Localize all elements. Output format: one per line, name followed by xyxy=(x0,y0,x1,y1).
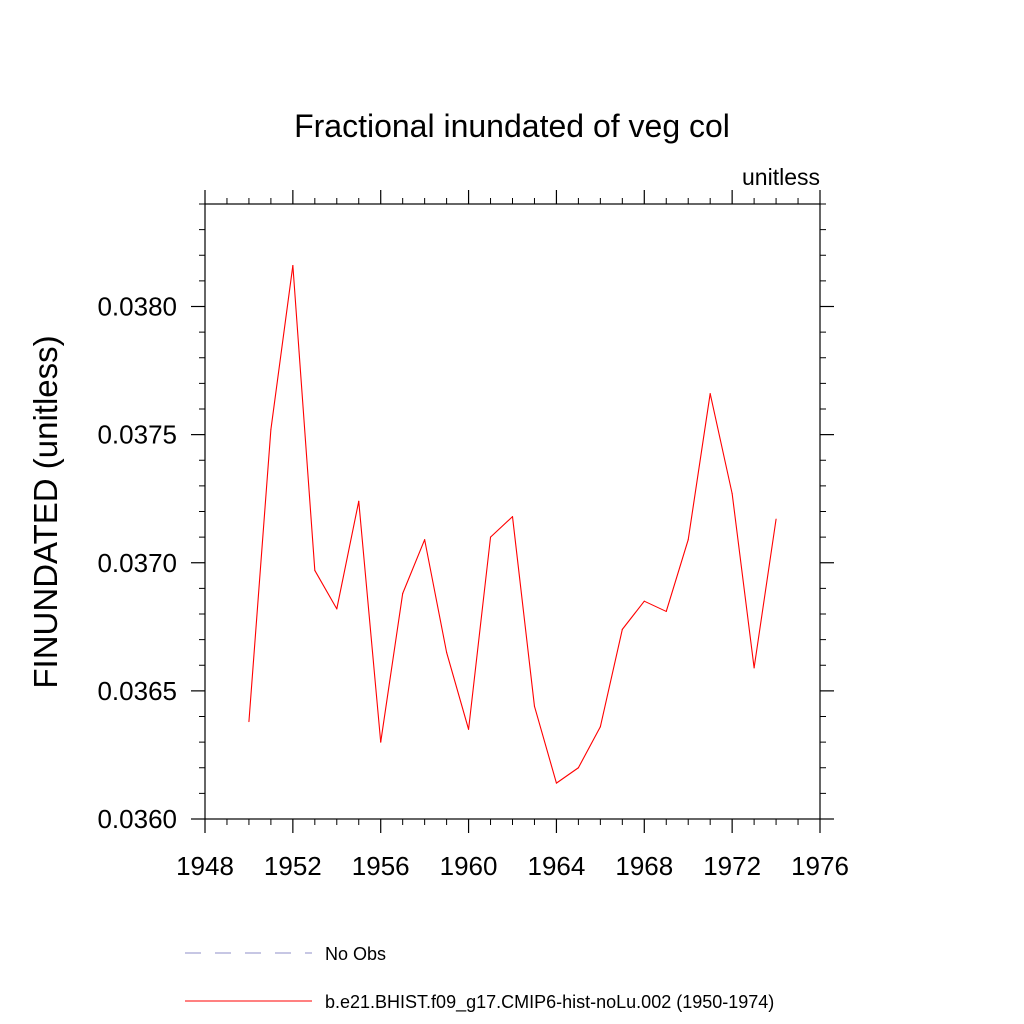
y-tick-label: 0.0360 xyxy=(97,804,177,834)
units-label: unitless xyxy=(742,164,820,190)
series-line-segment xyxy=(248,428,272,723)
series-line-segment xyxy=(687,393,711,541)
legend-label-no-obs: No Obs xyxy=(325,944,386,964)
x-tick-label: 1960 xyxy=(440,851,498,881)
x-tick-label: 1956 xyxy=(352,851,410,881)
x-tick-label: 1976 xyxy=(791,851,849,881)
y-tick-label: 0.0375 xyxy=(97,420,177,450)
series-line-segment xyxy=(358,500,382,743)
x-tick-label: 1948 xyxy=(176,851,234,881)
x-tick-label: 1964 xyxy=(528,851,586,881)
series-line-segment xyxy=(731,493,755,669)
y-tick-label: 0.0365 xyxy=(97,676,177,706)
y-tick-label: 0.0370 xyxy=(97,548,177,578)
series-line-segment xyxy=(753,518,777,669)
x-tick-label: 1972 xyxy=(703,851,761,881)
series-line-segment xyxy=(511,516,536,707)
legend: No Obs b.e21.BHIST.f09_g17.CMIP6-hist-no… xyxy=(185,944,774,1013)
series-line-segment xyxy=(270,264,294,431)
series-line-segment xyxy=(533,705,557,784)
x-tick-labels: 1948 1952 1956 1960 1964 1968 1972 1976 xyxy=(176,851,849,881)
series-line-segment xyxy=(424,539,448,653)
series-line-segment xyxy=(402,539,426,595)
series-line-segment xyxy=(336,500,360,610)
legend-label-model-run: b.e21.BHIST.f09_g17.CMIP6-hist-noLu.002 … xyxy=(325,992,774,1013)
series-line-segment xyxy=(577,726,601,769)
series-line-segment xyxy=(599,628,623,728)
x-tick-label: 1968 xyxy=(615,851,673,881)
series-line-segment xyxy=(314,569,338,610)
y-tick-label: 0.0380 xyxy=(97,292,177,322)
series-line-segment xyxy=(446,651,470,730)
series-line-segment xyxy=(643,600,667,612)
series-line-segment xyxy=(621,600,645,630)
series-line-segment xyxy=(665,539,689,612)
series-line-segment xyxy=(380,592,404,743)
series-line-segment xyxy=(555,767,579,784)
axis-ticks xyxy=(191,190,834,833)
series-layer xyxy=(248,264,777,784)
series-line-segment xyxy=(292,264,316,571)
series-line-segment xyxy=(468,536,492,730)
series-line-segment xyxy=(709,393,733,495)
plot-frame xyxy=(204,203,821,820)
y-tick-labels: 0.0360 0.0365 0.0370 0.0375 0.0380 xyxy=(97,292,177,835)
y-axis-label: FINUNDATED (unitless) xyxy=(27,335,64,688)
x-tick-label: 1952 xyxy=(264,851,322,881)
series-line-segment xyxy=(489,516,514,538)
chart-title: Fractional inundated of veg col xyxy=(294,108,730,144)
